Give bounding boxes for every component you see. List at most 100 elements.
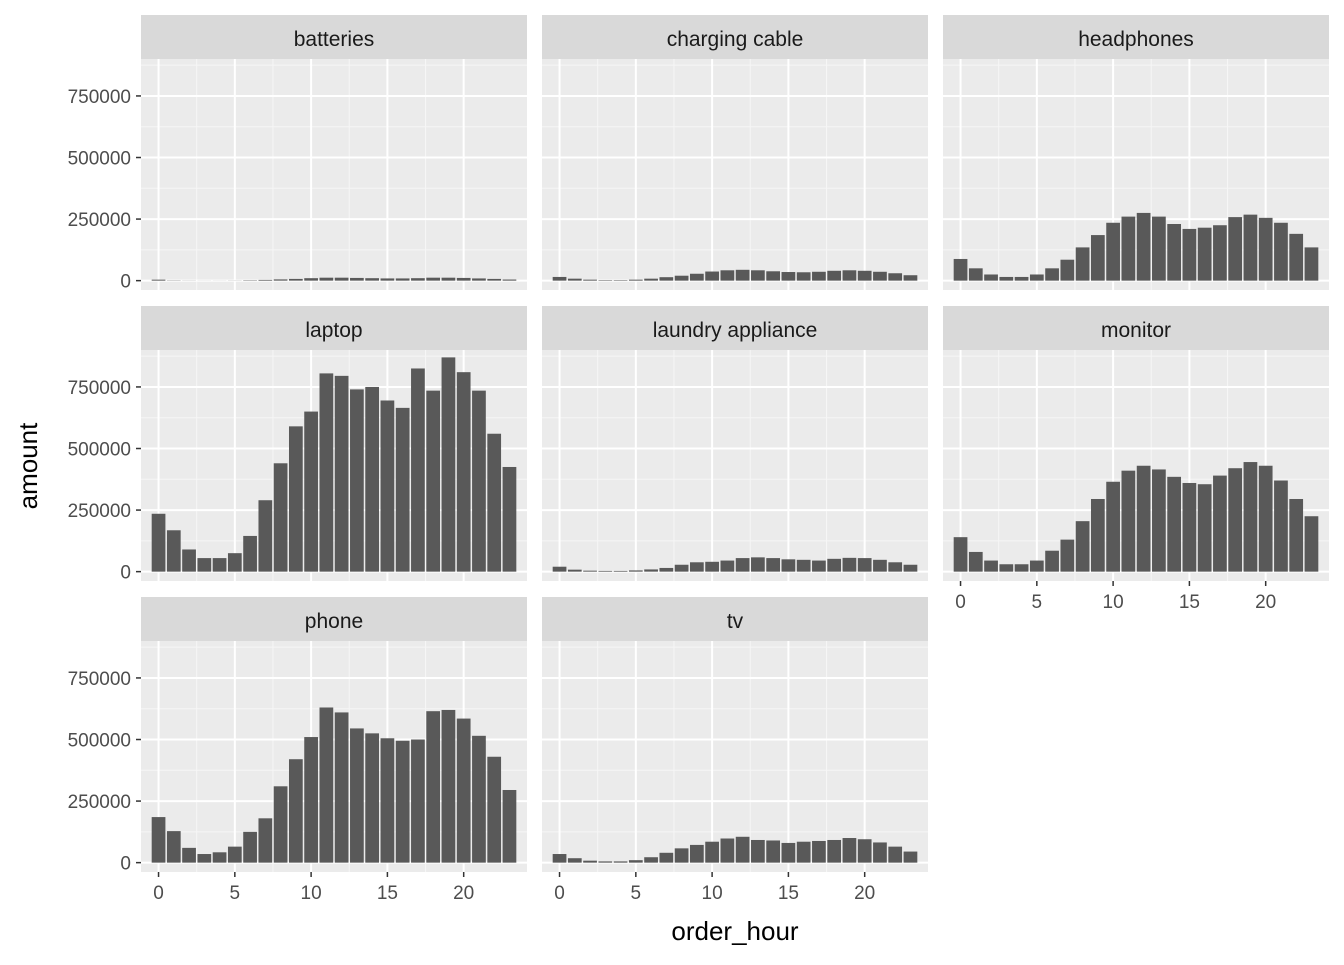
bar-monitor-hour-12 xyxy=(1137,466,1151,572)
bar-monitor-hour-23 xyxy=(1305,516,1319,571)
bar-batteries-hour-17 xyxy=(411,278,425,280)
bar-laundry-appliance-hour-2 xyxy=(583,571,597,572)
facet-title-tv: tv xyxy=(727,610,744,633)
bar-laundry-appliance-hour-3 xyxy=(598,571,612,572)
y-tick-label: 750000 xyxy=(68,378,131,399)
panel-background-batteries xyxy=(141,59,527,290)
bar-phone-hour-14 xyxy=(365,733,379,862)
bar-headphones-hour-14 xyxy=(1167,224,1181,281)
bar-laundry-appliance-hour-8 xyxy=(675,565,689,572)
x-tick-label: 20 xyxy=(453,883,474,904)
bar-laptop-hour-12 xyxy=(335,376,349,572)
facet-title-charging-cable: charging cable xyxy=(667,28,804,51)
bar-batteries-hour-15 xyxy=(381,278,395,280)
x-tick-label: 5 xyxy=(631,883,642,904)
bar-headphones-hour-9 xyxy=(1091,235,1105,281)
bar-laptop-hour-13 xyxy=(350,389,364,571)
bar-phone-hour-20 xyxy=(457,719,471,863)
x-tick-label: 20 xyxy=(1255,592,1276,613)
bar-laundry-appliance-hour-0 xyxy=(553,567,567,572)
bar-charging-cable-hour-8 xyxy=(675,276,689,281)
bar-phone-hour-21 xyxy=(472,736,486,863)
x-tick-label: 10 xyxy=(702,883,723,904)
bar-tv-hour-13 xyxy=(751,840,765,863)
bar-laptop-hour-16 xyxy=(396,408,410,572)
bar-charging-cable-hour-21 xyxy=(873,272,887,281)
bar-headphones-hour-1 xyxy=(969,268,983,280)
bar-tv-hour-23 xyxy=(904,852,918,863)
y-tick-label: 500000 xyxy=(68,731,131,752)
bar-laundry-appliance-hour-15 xyxy=(782,559,796,571)
bar-batteries-hour-9 xyxy=(289,279,303,281)
bar-phone-hour-11 xyxy=(320,707,334,862)
bar-laptop-hour-4 xyxy=(213,558,227,572)
bar-tv-hour-16 xyxy=(797,842,811,863)
bar-laptop-hour-17 xyxy=(411,368,425,571)
bar-headphones-hour-6 xyxy=(1045,268,1059,280)
bar-monitor-hour-21 xyxy=(1274,481,1288,572)
bar-charging-cable-hour-2 xyxy=(583,280,597,281)
bar-headphones-hour-0 xyxy=(954,259,968,281)
y-tick-label: 0 xyxy=(120,272,131,293)
bar-tv-hour-22 xyxy=(888,847,902,863)
bar-laundry-appliance-hour-5 xyxy=(629,570,643,571)
bar-monitor-hour-2 xyxy=(984,561,998,572)
bar-laptop-hour-22 xyxy=(487,434,501,572)
y-tick-label: 0 xyxy=(120,854,131,875)
bar-batteries-hour-13 xyxy=(350,278,364,281)
bar-headphones-hour-16 xyxy=(1198,228,1212,281)
x-tick-label: 20 xyxy=(854,883,875,904)
bar-tv-hour-14 xyxy=(766,840,780,862)
bar-batteries-hour-21 xyxy=(472,278,486,280)
bar-headphones-hour-4 xyxy=(1015,277,1029,281)
bar-phone-hour-17 xyxy=(411,740,425,863)
bar-tv-hour-7 xyxy=(659,853,673,863)
bar-batteries-hour-23 xyxy=(503,280,517,281)
bar-laptop-hour-18 xyxy=(426,391,440,572)
x-tick-label: 15 xyxy=(1179,592,1200,613)
bar-monitor-hour-13 xyxy=(1152,469,1166,571)
bar-laundry-appliance-hour-4 xyxy=(614,571,628,572)
bar-monitor-hour-10 xyxy=(1106,482,1120,572)
bar-laundry-appliance-hour-22 xyxy=(888,562,902,571)
bar-headphones-hour-7 xyxy=(1060,260,1074,281)
bar-laptop-hour-19 xyxy=(442,357,456,571)
bar-batteries-hour-11 xyxy=(320,278,334,281)
facet-title-laptop: laptop xyxy=(305,319,362,342)
bar-headphones-hour-22 xyxy=(1289,234,1303,281)
bar-charging-cable-hour-18 xyxy=(827,271,841,281)
bar-laptop-hour-8 xyxy=(274,463,288,571)
facet-title-headphones: headphones xyxy=(1078,28,1194,51)
bar-tv-hour-18 xyxy=(827,840,841,863)
facet-title-monitor: monitor xyxy=(1101,319,1171,342)
bar-laptop-hour-5 xyxy=(228,553,242,571)
x-tick-label: 10 xyxy=(301,883,322,904)
facet-title-laundry-appliance: laundry appliance xyxy=(653,319,818,342)
bar-phone-hour-23 xyxy=(503,790,517,863)
bar-batteries-hour-19 xyxy=(442,278,456,281)
bar-laptop-hour-6 xyxy=(243,536,257,572)
bar-laundry-appliance-hour-9 xyxy=(690,562,704,571)
bar-phone-hour-19 xyxy=(442,710,456,863)
bar-batteries-hour-7 xyxy=(258,280,272,281)
bar-tv-hour-4 xyxy=(614,861,628,862)
bar-laptop-hour-11 xyxy=(320,373,334,571)
bar-headphones-hour-11 xyxy=(1122,217,1136,281)
y-tick-label: 250000 xyxy=(68,210,131,231)
bar-charging-cable-hour-7 xyxy=(659,277,673,280)
bar-tv-hour-11 xyxy=(721,839,735,863)
bar-tv-hour-6 xyxy=(644,857,658,862)
y-tick-label: 250000 xyxy=(68,792,131,813)
bar-phone-hour-12 xyxy=(335,712,349,862)
bar-batteries-hour-12 xyxy=(335,278,349,281)
bar-monitor-hour-4 xyxy=(1015,564,1029,571)
x-tick-label: 5 xyxy=(1032,592,1043,613)
y-tick-label: 0 xyxy=(120,563,131,584)
bar-charging-cable-hour-16 xyxy=(797,272,811,280)
bar-laptop-hour-3 xyxy=(197,558,211,572)
bar-headphones-hour-19 xyxy=(1244,215,1258,281)
bar-laundry-appliance-hour-14 xyxy=(766,558,780,572)
bar-phone-hour-22 xyxy=(487,757,501,863)
facet-title-batteries: batteries xyxy=(294,28,375,51)
